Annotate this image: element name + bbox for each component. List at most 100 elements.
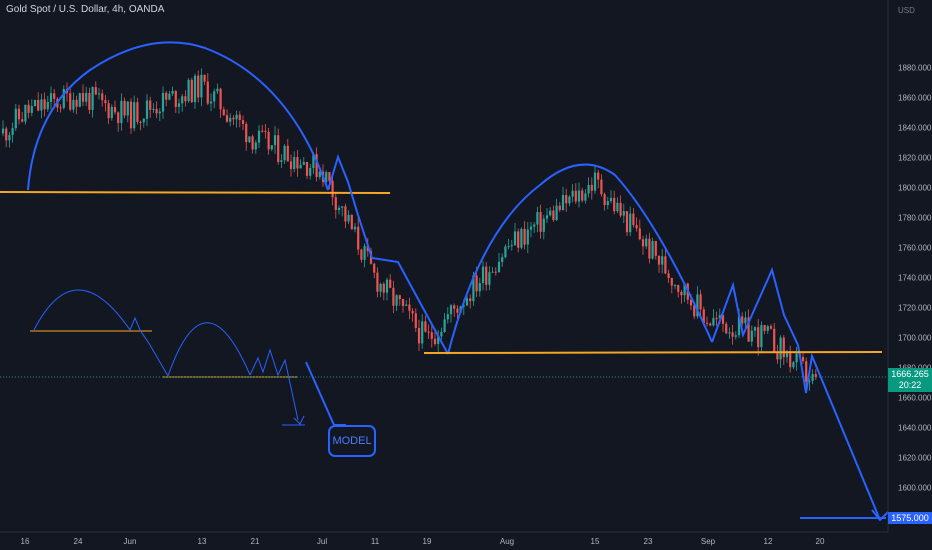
candle-body-76 xyxy=(245,123,248,143)
candle-body-32 xyxy=(104,100,107,104)
price-tick-3: 1640.000 xyxy=(898,424,932,433)
candle-body-203 xyxy=(651,241,654,259)
candle-body-157 xyxy=(504,246,507,258)
candle-body-116 xyxy=(373,263,376,273)
candle-body-75 xyxy=(241,120,245,124)
candle-body-218 xyxy=(699,294,702,310)
candle-body-149 xyxy=(478,283,481,292)
candle-body-227 xyxy=(728,332,731,334)
candle-body-99 xyxy=(318,171,321,178)
candle-body-103 xyxy=(331,180,334,198)
rounded-top-2-arc xyxy=(447,163,713,355)
candle-body-211 xyxy=(677,284,680,292)
candle-body-226 xyxy=(725,323,728,334)
candle-body-126 xyxy=(405,304,408,306)
candle-body-52 xyxy=(168,93,171,100)
candle-body-182 xyxy=(584,193,587,201)
candle-body-187 xyxy=(600,179,603,195)
price-tick-10: 1780.000 xyxy=(898,214,932,223)
candle-body-39 xyxy=(126,101,129,116)
candle-body-188 xyxy=(603,194,606,206)
candle-body-78 xyxy=(251,136,254,150)
time-tick-11: Sep xyxy=(701,537,716,546)
candle-body-222 xyxy=(712,318,715,326)
candle-body-23 xyxy=(75,99,78,107)
price-axis: 1580.0001600.0001620.0001640.0001660.000… xyxy=(898,64,932,523)
price-tick-6: 1700.000 xyxy=(898,334,932,343)
candle-body-139 xyxy=(446,314,449,320)
candle-body-51 xyxy=(165,92,168,100)
target-price-tag: 1575.000 xyxy=(888,512,932,524)
candle-body-34 xyxy=(110,106,113,119)
candle-body-8 xyxy=(27,104,30,113)
candle-body-42 xyxy=(136,102,139,122)
candle-body-18 xyxy=(59,107,62,109)
candle-body-122 xyxy=(392,287,395,306)
candle-body-15 xyxy=(49,93,53,102)
candle-body-150 xyxy=(481,266,485,284)
candle-body-114 xyxy=(366,246,369,252)
time-tick-3: 13 xyxy=(198,537,207,546)
candle-body-242 xyxy=(776,352,779,360)
candle-body-30 xyxy=(97,93,101,95)
candle-body-93 xyxy=(299,164,302,169)
candle-body-202 xyxy=(648,238,651,259)
candle-body-240 xyxy=(769,326,773,329)
price-tick-8: 1740.000 xyxy=(898,274,932,283)
candle-body-92 xyxy=(296,157,299,169)
candle-body-208 xyxy=(667,273,670,279)
candle-body-223 xyxy=(715,318,718,320)
candle-body-204 xyxy=(654,241,657,256)
candle-body-247 xyxy=(792,362,795,368)
candle-body-25 xyxy=(81,93,85,102)
candle-body-199 xyxy=(638,228,641,240)
candle-body-137 xyxy=(440,331,443,337)
candle-body-47 xyxy=(152,108,155,110)
candle-body-130 xyxy=(417,327,421,344)
candle-body-173 xyxy=(555,205,558,221)
candle-body-21 xyxy=(69,93,72,110)
candle-body-60 xyxy=(193,75,197,103)
candle-body-72 xyxy=(232,117,235,120)
candle-body-2 xyxy=(8,134,11,141)
model-arc-1 xyxy=(33,289,131,331)
current-price-value: 1666.265 xyxy=(891,369,929,379)
candle-body-142 xyxy=(456,308,459,313)
candle-body-154 xyxy=(494,271,497,273)
candle-body-13 xyxy=(43,99,46,110)
time-tick-0: 16 xyxy=(21,537,30,546)
neckline-2 xyxy=(423,351,883,354)
model-callout[interactable]: MODEL xyxy=(328,425,376,457)
candle-body-221 xyxy=(709,323,712,326)
candle-body-178 xyxy=(571,190,574,197)
candle-body-63 xyxy=(203,74,206,82)
candle-body-230 xyxy=(737,316,741,336)
price-tick-15: 1880.000 xyxy=(898,64,932,73)
price-tick-14: 1860.000 xyxy=(898,94,932,103)
candle-body-111 xyxy=(357,226,360,250)
candle-body-49 xyxy=(158,111,161,114)
candle-body-0 xyxy=(1,128,5,134)
candle-body-193 xyxy=(619,202,622,216)
currency-label: USD xyxy=(898,6,915,15)
candle-body-144 xyxy=(462,305,465,307)
candle-body-59 xyxy=(190,79,193,103)
candle-body-64 xyxy=(206,81,209,104)
candle-body-200 xyxy=(641,239,645,247)
candle-body-36 xyxy=(117,112,120,124)
candle-body-129 xyxy=(414,313,417,328)
symbol-header[interactable]: Gold Spot / U.S. Dollar, 4h, OANDA xyxy=(6,4,165,15)
candle-body-132 xyxy=(424,321,427,332)
candle-body-133 xyxy=(427,331,430,333)
candle-body-250 xyxy=(801,356,805,362)
candle-body-5 xyxy=(17,108,21,120)
candle-body-102 xyxy=(328,172,331,181)
model-leg-1 xyxy=(129,316,169,377)
candle-body-215 xyxy=(689,299,693,306)
candle-body-168 xyxy=(539,212,542,232)
candle-body-69 xyxy=(222,109,225,116)
candle-body-134 xyxy=(430,332,433,339)
candle-body-159 xyxy=(510,245,513,247)
candle-body-238 xyxy=(763,325,766,331)
